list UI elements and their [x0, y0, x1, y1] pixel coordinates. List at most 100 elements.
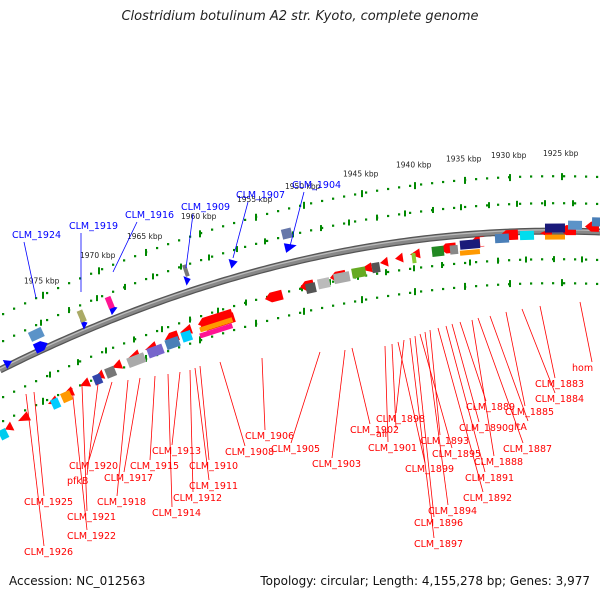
- scale-dot: [442, 207, 445, 211]
- scale-tick: [509, 280, 511, 288]
- forward-domain-box: [182, 264, 190, 277]
- scale-dot: [156, 246, 159, 250]
- reverse-gene-label: CLM_1891: [465, 473, 514, 484]
- reverse-gene-arrow: [80, 377, 92, 387]
- minor-tick: [217, 307, 219, 314]
- scale-dot: [475, 178, 478, 181]
- scale-tick: [98, 267, 100, 275]
- scale-dot: [123, 259, 126, 262]
- reverse-label-leader: [451, 323, 480, 423]
- minor-tick: [553, 256, 555, 263]
- reverse-gene-label: CLM_1911: [189, 481, 238, 492]
- scale-dot: [453, 286, 456, 290]
- scale-dot: [90, 379, 93, 382]
- reverse-gene-label: alr: [376, 429, 388, 440]
- scale-dot: [299, 311, 302, 314]
- label-leaders: [23, 191, 593, 547]
- scale-dot: [420, 183, 423, 186]
- reverse-gene-label: CLM_1920: [69, 461, 118, 472]
- scale-dot: [541, 282, 544, 285]
- reverse-label-leader: [471, 319, 495, 457]
- reverse-gene-arrow: [380, 256, 389, 267]
- genome-stats-text: Topology: circular; Length: 4,155,278 bp…: [260, 574, 590, 588]
- reverse-label-leader: [116, 379, 129, 497]
- reverse-label-leader: [429, 329, 441, 436]
- gene-domain-box: [164, 336, 181, 351]
- scale-dot: [354, 300, 357, 303]
- gene-domain-box: [544, 223, 566, 233]
- reverse-label-leader: [351, 347, 371, 425]
- gene-domain-box: [0, 427, 10, 441]
- backbone-inner: [0, 228, 600, 373]
- scale-dot: [178, 322, 181, 325]
- minor-tick: [329, 279, 331, 286]
- scale-tick: [199, 336, 201, 344]
- scale-dot: [13, 334, 16, 337]
- scale-dot: [530, 258, 533, 261]
- scale-dot: [211, 255, 214, 258]
- reverse-label-leader: [414, 335, 435, 518]
- scale-dot: [2, 340, 5, 343]
- scale-dot: [134, 282, 137, 285]
- gene-domain-box: [567, 220, 583, 230]
- kbp-label: 1925 kbp: [543, 149, 579, 158]
- scale-dot: [112, 290, 115, 293]
- scale-dot: [409, 211, 412, 214]
- reverse-gene-label: CLM_1899: [405, 464, 454, 475]
- reverse-label-leader: [219, 361, 246, 447]
- accession-text: Accession: NC_012563: [9, 574, 146, 588]
- forward-domain-box: [27, 326, 45, 342]
- scale-dot: [409, 267, 412, 270]
- minor-tick: [572, 200, 574, 207]
- scale-dot: [277, 317, 280, 320]
- scale-dot: [266, 319, 269, 323]
- reverse-gene-label: pfkB: [67, 476, 88, 487]
- reverse-gene-label: CLM_1885: [505, 407, 554, 418]
- reverse-label-leader: [397, 341, 426, 464]
- reverse-gene-label: CLM_1914: [152, 508, 201, 519]
- minor-tick: [376, 214, 378, 221]
- reverse-label-leader: [539, 305, 556, 379]
- gene-domain-box: [304, 282, 317, 295]
- scale-dot: [211, 335, 214, 338]
- scale-dot: [343, 222, 346, 225]
- scale-dot: [365, 191, 368, 194]
- scale-dot: [310, 202, 313, 205]
- minor-tick: [105, 347, 107, 354]
- scale-dot: [563, 258, 566, 261]
- scale-dot: [46, 374, 49, 378]
- scale-dot: [332, 197, 335, 200]
- scale-dot: [101, 268, 104, 271]
- scale-dot: [519, 175, 522, 178]
- scale-dot: [79, 384, 82, 387]
- reverse-gene-arrow: [5, 421, 15, 431]
- forward-label-leader: [185, 213, 194, 269]
- scale-dot: [431, 289, 434, 292]
- forward-domain-box: [104, 295, 115, 310]
- scale-dot: [288, 314, 291, 317]
- scale-dot: [442, 287, 445, 291]
- scale-dot: [24, 385, 27, 388]
- scale-dot: [90, 299, 93, 302]
- forward-gene-label: CLM_1904: [292, 180, 341, 191]
- minor-tick: [77, 359, 79, 366]
- reverse-gene-label: CLM_1908: [225, 447, 274, 458]
- scale-dot: [79, 277, 82, 280]
- scale-dot: [2, 420, 5, 423]
- scale-dot: [387, 187, 390, 191]
- scale-tick: [509, 174, 511, 182]
- scale-dot: [398, 269, 401, 272]
- reverse-gene-label: CLM_1897: [414, 539, 463, 550]
- gene-domain-box: [449, 244, 459, 255]
- scale-dot: [365, 218, 368, 221]
- scale-dot: [376, 189, 379, 192]
- forward-gene-label: CLM_1919: [69, 221, 118, 232]
- gene-domain-box: [49, 397, 62, 410]
- minor-tick: [544, 200, 546, 207]
- scale-tick: [414, 182, 416, 190]
- scale-dot: [123, 366, 126, 369]
- scale-dot: [244, 245, 247, 248]
- scale-dot: [13, 390, 16, 393]
- reverse-gene-label: CLM_1918: [97, 497, 146, 508]
- minor-tick: [49, 371, 51, 378]
